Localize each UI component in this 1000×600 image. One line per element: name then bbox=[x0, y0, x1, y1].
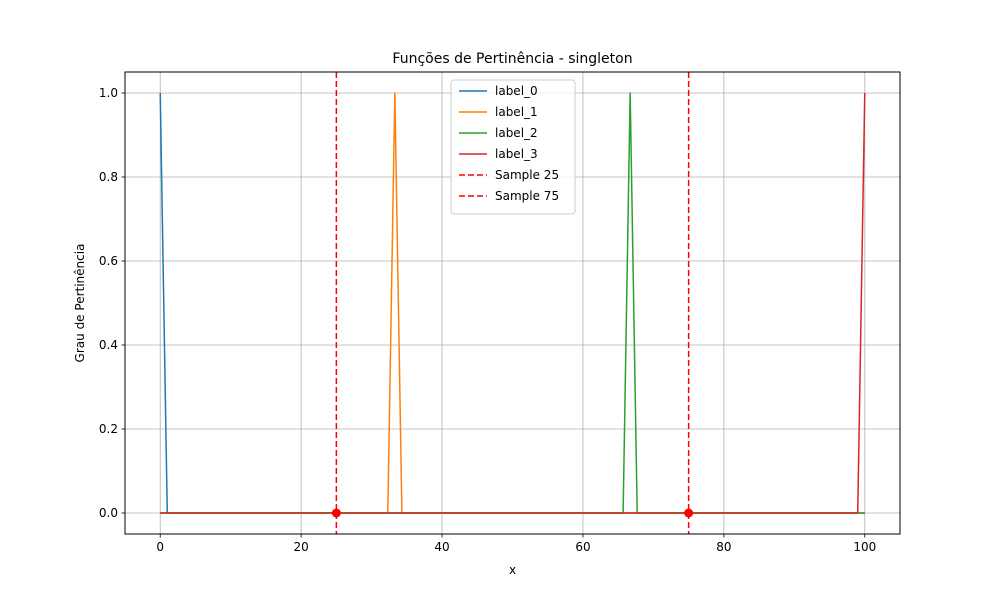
legend-label: label_2 bbox=[495, 126, 538, 140]
y-tick-label: 0.6 bbox=[99, 254, 118, 268]
x-axis-label: x bbox=[509, 563, 516, 577]
y-tick-label: 1.0 bbox=[99, 86, 118, 100]
x-tick-label: 40 bbox=[434, 540, 449, 554]
ticks: 0 20 40 60 80 100 0.0 0.2 0.4 0.6 0.8 1.0 bbox=[99, 86, 876, 554]
sample-point-25 bbox=[331, 508, 341, 518]
legend-label: label_0 bbox=[495, 84, 538, 98]
x-tick-label: 0 bbox=[156, 540, 164, 554]
y-tick-label: 0.0 bbox=[99, 506, 118, 520]
y-tick-label: 0.2 bbox=[99, 422, 118, 436]
chart-title: Funções de Pertinência - singleton bbox=[392, 51, 632, 67]
x-tick-label: 60 bbox=[575, 540, 590, 554]
legend-label: label_3 bbox=[495, 147, 538, 161]
legend-label: Sample 75 bbox=[495, 189, 559, 203]
x-tick-label: 80 bbox=[716, 540, 731, 554]
plot-lines bbox=[159, 72, 866, 534]
legend-label: Sample 25 bbox=[495, 168, 559, 182]
x-tick-label: 100 bbox=[853, 540, 876, 554]
y-tick-label: 0.4 bbox=[99, 338, 118, 352]
sample-point-75 bbox=[684, 508, 694, 518]
y-axis-label: Grau de Pertinência bbox=[73, 244, 87, 363]
x-tick-label: 20 bbox=[293, 540, 308, 554]
legend: label_0 label_1 label_2 label_3 Sample 25 Sam… bbox=[450, 79, 576, 215]
y-tick-label: 0.8 bbox=[99, 170, 118, 184]
plot-frame bbox=[124, 71, 901, 535]
legend-box bbox=[450, 79, 576, 215]
legend-label: label_1 bbox=[495, 105, 538, 119]
series-line-label_3 bbox=[160, 92, 866, 514]
